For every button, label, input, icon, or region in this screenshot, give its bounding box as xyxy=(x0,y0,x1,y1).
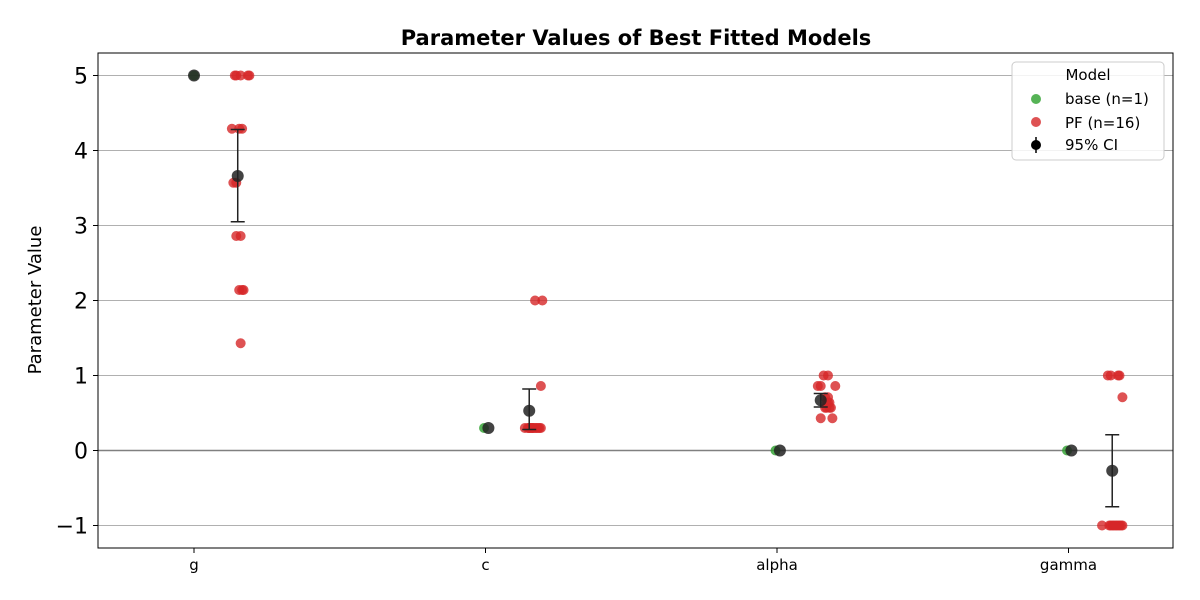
pf-point xyxy=(530,295,541,306)
pf-point xyxy=(244,70,255,81)
x-tick-label: alpha xyxy=(756,556,798,574)
ci-mean-point xyxy=(1065,444,1078,457)
pf-point xyxy=(1117,392,1128,403)
pf-point xyxy=(1110,520,1121,531)
ci-mean-point xyxy=(231,170,244,182)
y-tick-label: 4 xyxy=(74,140,88,165)
x-tick-label: c xyxy=(481,556,489,574)
pf-point xyxy=(238,285,249,295)
pf-point xyxy=(823,370,834,381)
pf-point xyxy=(1097,520,1108,531)
pf-point xyxy=(815,381,826,391)
y-tick-label: 2 xyxy=(74,290,88,315)
ci-mean-point xyxy=(482,422,495,434)
pf-point xyxy=(824,397,835,408)
ci-mean-point xyxy=(814,394,827,407)
pf-point xyxy=(827,413,838,424)
legend-label-base: base (n=1) xyxy=(1065,90,1149,108)
x-tick-label: g xyxy=(189,556,199,574)
legend-marker-ci xyxy=(1031,140,1041,150)
pf-point xyxy=(830,381,841,391)
legend-marker-pf xyxy=(1031,117,1041,127)
legend-title: Model xyxy=(1065,66,1110,84)
x-axis-ticks: g c alpha gamma xyxy=(189,548,1097,574)
ci-mean-point xyxy=(188,69,200,82)
y-tick-label: 1 xyxy=(74,365,88,390)
legend-marker-base xyxy=(1031,94,1041,104)
y-tick-label: 0 xyxy=(74,440,88,465)
pf-point xyxy=(1105,370,1116,381)
confidence-intervals xyxy=(188,69,1120,508)
pf-point xyxy=(235,70,246,81)
y-axis-ticks: −1 0 1 2 3 4 5 xyxy=(56,65,98,540)
pf-point xyxy=(235,231,246,241)
pf-point xyxy=(1117,520,1128,531)
legend: Model base (n=1) PF (n=16) 95% CI xyxy=(1011,61,1165,161)
y-tick-label: 3 xyxy=(74,215,88,240)
ci-mean-point xyxy=(1106,464,1119,477)
ci-mean-point xyxy=(773,444,786,457)
legend-box xyxy=(1011,61,1165,161)
chart-title: Parameter Values of Best Fitted Models xyxy=(401,26,872,50)
x-tick-label: gamma xyxy=(1040,556,1097,574)
plot-frame xyxy=(97,52,1174,549)
y-axis-label: Parameter Value xyxy=(25,226,46,375)
legend-label-ci: 95% CI xyxy=(1065,136,1118,154)
pf-point xyxy=(815,413,826,424)
pf-point xyxy=(235,338,246,349)
y-tick-label: 5 xyxy=(74,65,88,90)
pf-point xyxy=(535,423,546,433)
pf-point xyxy=(1114,370,1125,381)
legend-label-pf: PF (n=16) xyxy=(1065,114,1140,132)
y-tick-label: −1 xyxy=(56,515,88,540)
pf-point xyxy=(537,295,548,306)
ci-mean-point xyxy=(523,404,536,417)
pf-point xyxy=(535,381,546,391)
